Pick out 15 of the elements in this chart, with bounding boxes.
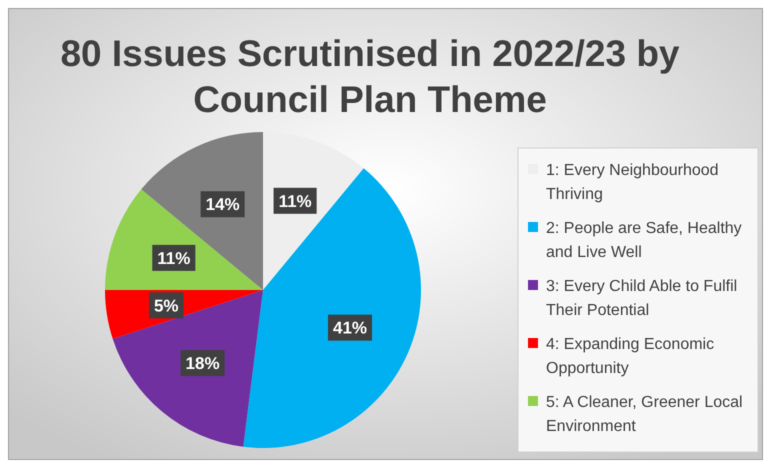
pie-slice [112, 290, 263, 447]
data-label: 11% [157, 248, 190, 268]
chart-title: 80 Issues Scrutinised in 2022/23 by Council Plan Theme [60, 33, 680, 120]
data-label: 41% [332, 318, 368, 338]
data-label: 5% [154, 296, 179, 316]
data-label: 18% [186, 354, 220, 374]
pie-slice [141, 132, 263, 290]
data-label: 14% [206, 195, 240, 214]
legend-label: 4: Expanding Economic Opportunity [546, 336, 714, 377]
legend-label: 5: A Cleaner, Greener Local Environment [546, 394, 743, 435]
data-label: 11% [278, 192, 312, 211]
legend-label: 1: Every Neighbourhood Thriving [546, 162, 719, 203]
legend-label: 2: People are Safe, Healthy and Live Well [546, 220, 742, 261]
pie-slice [243, 168, 421, 448]
legend-label: 3: Every Child Able to Fulfil Their Potential [546, 278, 738, 319]
